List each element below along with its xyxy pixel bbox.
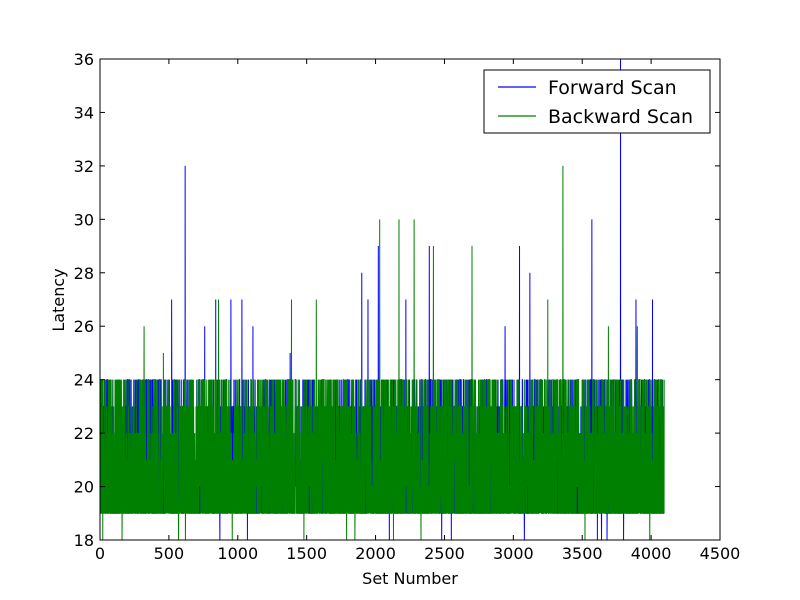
- x-tick-label: 500: [154, 544, 185, 563]
- y-tick-label: 22: [74, 424, 94, 443]
- x-tick-label: 4000: [631, 544, 672, 563]
- x-tick-label: 3000: [493, 544, 534, 563]
- legend: Forward Scan Backward Scan: [483, 69, 711, 134]
- legend-box: [483, 69, 711, 134]
- x-tick-label: 0: [95, 544, 105, 563]
- y-tick-label: 34: [74, 103, 94, 122]
- x-tick-label: 4500: [700, 544, 741, 563]
- x-tick-label: 3500: [562, 544, 603, 563]
- x-tick-label: 2000: [355, 544, 396, 563]
- y-tick-label: 26: [74, 317, 94, 336]
- x-tick-label: 1000: [217, 544, 258, 563]
- y-tick-label: 28: [74, 264, 94, 283]
- axis-ticks: 0 500 1000 1500 2000 2500 3000 3500 4000 4500 18 20…: [74, 50, 741, 563]
- series-line-backward-scan: [100, 165, 665, 540]
- legend-label-forward-scan: Forward Scan: [548, 77, 677, 99]
- series-lines: [100, 59, 665, 540]
- y-axis-label: Latency: [49, 268, 68, 331]
- y-tick-label: 18: [74, 531, 94, 550]
- y-tick-label: 32: [74, 157, 94, 176]
- y-tick-label: 36: [74, 50, 94, 69]
- x-axis-label: Set Number: [362, 569, 458, 588]
- y-tick-label: 30: [74, 210, 94, 229]
- plot-frame: [99, 58, 721, 541]
- y-tick-label: 20: [74, 478, 94, 497]
- x-tick-label: 2500: [424, 544, 465, 563]
- legend-label-backward-scan: Backward Scan: [548, 106, 693, 128]
- y-tick-label: 24: [74, 371, 94, 390]
- x-tick-label: 1500: [286, 544, 327, 563]
